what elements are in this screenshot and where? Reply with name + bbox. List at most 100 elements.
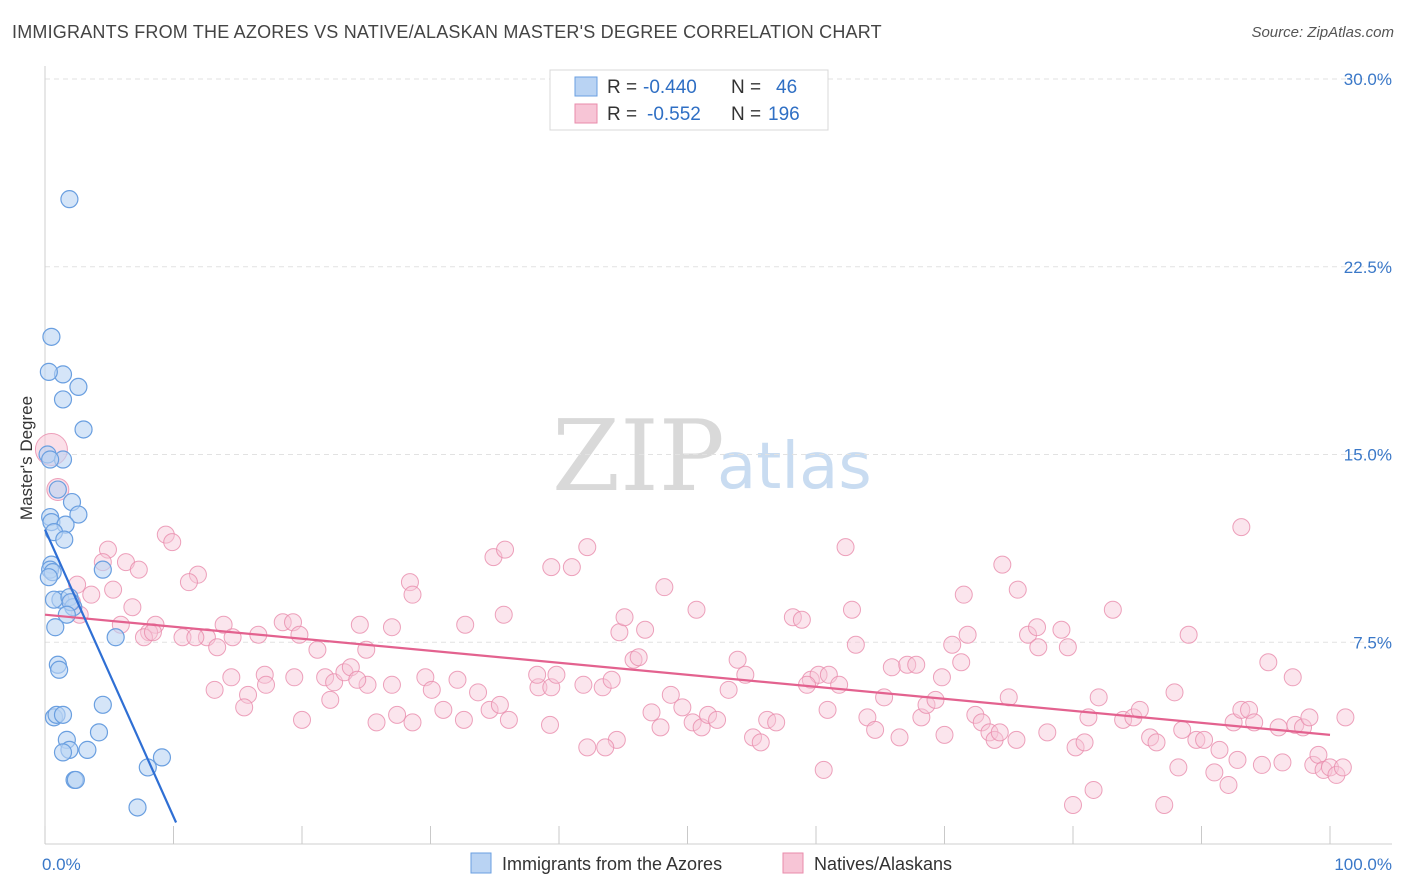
natives-point: [958, 625, 977, 644]
natives-point: [1169, 758, 1188, 777]
natives-point: [1084, 780, 1103, 799]
natives-point: [1232, 518, 1251, 537]
natives-point: [1321, 758, 1339, 777]
natives-point: [1103, 600, 1122, 619]
tick-labels: 30.0% 22.5% 15.0% 7.5% 0.0% 100.0%: [42, 70, 1392, 874]
natives-point: [186, 628, 205, 647]
natives-point: [578, 738, 597, 757]
watermark-zip: ZIP: [552, 400, 725, 514]
natives-point: [382, 618, 401, 637]
natives-point: [610, 623, 629, 642]
natives-point: [830, 675, 849, 694]
stats-legend: R = -0.440 N = 46 R = -0.552 N = 196: [549, 69, 829, 131]
natives-point: [699, 705, 718, 724]
natives-point: [615, 608, 634, 627]
trend-lines: [43, 529, 1331, 823]
natives-point: [926, 690, 945, 709]
natives-point: [661, 685, 680, 704]
azores-point: [39, 362, 58, 381]
legend-n-value: 46: [776, 77, 797, 98]
natives-point: [935, 725, 954, 744]
azores-point: [106, 628, 125, 647]
natives-point: [403, 585, 422, 604]
natives-point: [1210, 740, 1229, 759]
y-tick-label: 30.0%: [1344, 70, 1392, 89]
natives-point: [890, 728, 909, 747]
x-tick-label: 100.0%: [1334, 855, 1392, 874]
natives-trend-line: [44, 613, 1331, 736]
azores-point: [55, 530, 74, 549]
natives-point: [708, 710, 727, 729]
azores-point: [42, 327, 61, 346]
natives-point: [496, 540, 515, 559]
natives-point: [629, 648, 648, 667]
natives-point: [173, 628, 192, 647]
natives-point: [1252, 755, 1271, 774]
natives-point: [235, 698, 254, 717]
natives-point: [1187, 730, 1206, 749]
natives-point: [578, 538, 597, 557]
natives-point: [642, 703, 661, 722]
watermark-atlas: atlas: [717, 430, 872, 504]
natives-point: [562, 558, 581, 577]
natives-point: [456, 615, 475, 634]
natives-point: [952, 653, 971, 672]
natives-point: [673, 698, 692, 717]
natives-point: [1155, 795, 1174, 814]
natives-point: [179, 573, 198, 592]
azores-point: [69, 377, 88, 397]
natives-point: [1066, 738, 1085, 757]
natives-point: [290, 625, 309, 644]
natives-point: [882, 658, 901, 677]
natives-point: [542, 558, 561, 577]
natives-point: [547, 665, 566, 684]
natives-point: [163, 533, 182, 552]
natives-point: [1028, 618, 1047, 637]
natives-point: [1173, 720, 1192, 739]
natives-point: [1300, 708, 1319, 727]
series-natives-points: [34, 432, 1355, 814]
natives-point: [1029, 638, 1048, 657]
azores-point: [152, 748, 172, 767]
natives-point: [293, 710, 311, 729]
source-credit: Source: ZipAtlas.com: [1251, 24, 1394, 41]
y-tick-label: 22.5%: [1344, 258, 1392, 277]
natives-point: [222, 668, 241, 687]
natives-point: [348, 670, 367, 689]
natives-point: [655, 578, 674, 597]
natives-point: [422, 680, 441, 699]
natives-point: [1228, 750, 1247, 769]
legend-swatch-azores: [574, 76, 598, 97]
azores-point: [78, 740, 97, 759]
natives-point: [308, 640, 327, 659]
series-legend-label-natives: Natives/Alaskans: [814, 854, 952, 874]
natives-point: [541, 715, 560, 734]
natives-point: [719, 680, 738, 699]
natives-point: [602, 670, 621, 689]
azores-point: [44, 590, 64, 609]
natives-point: [469, 683, 488, 702]
natives-point: [636, 620, 655, 639]
azores-point: [57, 605, 76, 624]
natives-point: [1038, 723, 1057, 742]
natives-point: [382, 675, 401, 694]
natives-point: [434, 700, 453, 719]
legend-r-value: -0.552: [647, 104, 701, 125]
legend-r-label: R =: [607, 104, 637, 125]
natives-point: [866, 720, 885, 739]
chart-title: IMMIGRANTS FROM THE AZORES VS NATIVE/ALA…: [12, 22, 882, 42]
azores-point: [74, 420, 93, 439]
natives-point: [123, 598, 142, 617]
natives-point: [593, 678, 612, 697]
natives-point: [134, 628, 153, 647]
natives-point: [596, 738, 615, 757]
natives-point: [972, 713, 991, 732]
natives-point: [1075, 733, 1094, 752]
natives-point: [104, 580, 123, 599]
natives-point: [875, 688, 894, 707]
azores-point: [69, 505, 88, 524]
natives-point: [1259, 653, 1278, 672]
legend-swatch-natives: [574, 103, 598, 124]
azores-point: [46, 618, 65, 637]
